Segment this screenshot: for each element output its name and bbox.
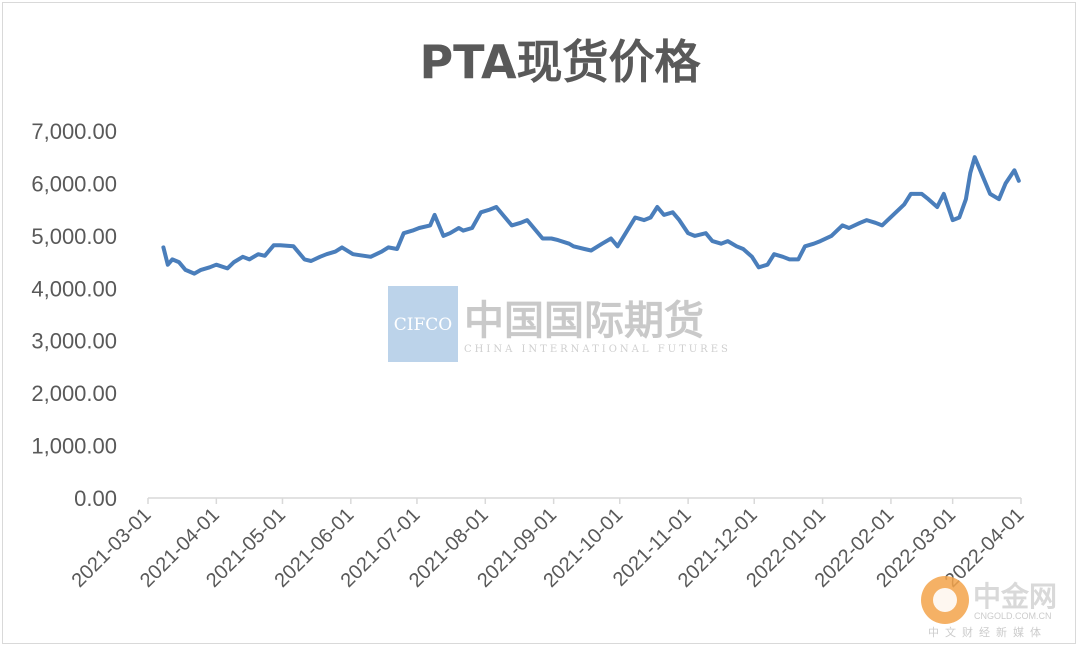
cifco-logo-block [388, 286, 458, 362]
cngold-site-mark: 中金网 CNGOLD.COM.CN 中文财经新媒体 [921, 576, 1057, 639]
cngold-name-cn: 中金网 [973, 580, 1057, 613]
cifco-watermark: CIFCO 中国国际期货 CHINA INTERNATIONAL FUTURES [388, 286, 731, 362]
cngold-domain: CNGOLD.COM.CN [974, 611, 1052, 621]
y-axis: 7,000.00 6,000.00 5,000.00 4,000.00 3,000.00… [31, 119, 117, 511]
cngold-logo-inner-icon [933, 588, 957, 612]
cifco-name-en: CHINA INTERNATIONAL FUTURES [464, 344, 731, 355]
y-tick-label: 2,000.00 [31, 381, 117, 406]
y-tick-label: 1,000.00 [31, 434, 117, 459]
y-tick-label: 5,000.00 [31, 224, 117, 249]
x-axis [147, 497, 1022, 504]
cngold-subtitle: 中文财经新媒体 [928, 625, 1047, 639]
chart-title: PTA现货价格 [419, 35, 701, 89]
y-tick-label: 4,000.00 [31, 276, 117, 301]
cifco-name-cn: 中国国际期货 [464, 298, 704, 344]
y-tick-label: 0.00 [74, 486, 117, 511]
cifco-logo-text: CIFCO [394, 315, 452, 335]
y-tick-label: 6,000.00 [31, 171, 117, 196]
x-tick-labels: 2021-03-012021-04-012021-05-012021-06-01… [68, 504, 1029, 592]
y-tick-label: 3,000.00 [31, 329, 117, 354]
y-tick-label: 7,000.00 [31, 119, 117, 144]
series-line-pta-price [161, 155, 1021, 276]
